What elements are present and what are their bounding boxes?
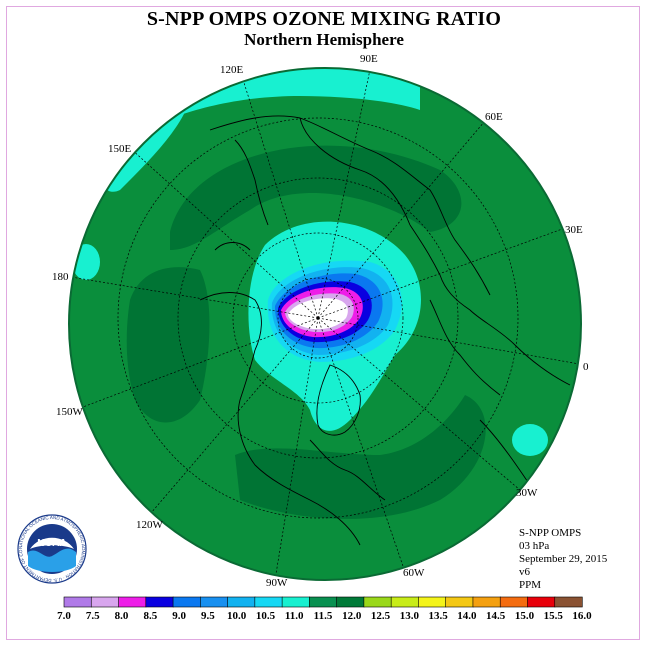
legend-tick-label-10: 12.0 (342, 610, 362, 622)
lon-label-0: 0 (583, 361, 589, 373)
map-subtitle: Northern Hemisphere (244, 30, 404, 49)
legend-tick-labels: 7.0 7.5 8.0 8.5 9.0 9.5 10.0 10.5 11.0 11.5 12.0 12… (57, 610, 592, 622)
legend-swatch-6 (227, 596, 256, 608)
legend-swatch-12 (390, 596, 420, 608)
lon-label-30w: 30W (516, 487, 538, 499)
lon-label-150e: 150E (108, 143, 132, 155)
ozone-high-right (512, 424, 548, 456)
lon-label-60e: 60E (485, 111, 503, 123)
legend-swatch-7 (254, 596, 283, 608)
legend-tick-label-3: 8.5 (143, 610, 157, 622)
legend-tick-label-6: 10.0 (227, 610, 247, 622)
legend-tick-label-0: 7.0 (57, 610, 71, 622)
figure-frame (6, 6, 640, 640)
legend-tick-label-12: 13.0 (400, 610, 420, 622)
legend-swatch-4 (172, 596, 201, 608)
info-level: 03 hPa (519, 540, 550, 552)
legend-tick-label-5: 9.5 (201, 610, 215, 622)
lon-label-90e: 90E (360, 53, 378, 65)
noaa-logo-text: NOAA (37, 538, 66, 549)
legend-swatch-16 (499, 596, 529, 608)
legend-swatch-10 (336, 596, 365, 608)
meridians (69, 68, 581, 580)
legend-swatch-3 (145, 596, 174, 608)
legend-tick-label-14: 14.0 (457, 610, 477, 622)
legend-tick-label-9: 11.5 (314, 610, 333, 622)
info-block: S-NPP OMPS 03 hPa September 29, 2015 v6 … (519, 527, 607, 592)
ozone-band-south (235, 395, 486, 519)
map-title: S-NPP OMPS OZONE MIXING RATIO (146, 8, 502, 30)
legend-tick-label-16: 15.0 (515, 610, 535, 622)
info-instrument: S-NPP OMPS (519, 527, 582, 539)
info-units: PPM (519, 579, 542, 591)
legend-swatch-5 (200, 596, 229, 608)
legend-tick-label-17: 15.5 (544, 610, 564, 622)
legend-swatch-11 (363, 596, 392, 608)
lon-label-120w: 120W (136, 519, 164, 531)
legend-tick-label-15: 14.5 (486, 610, 506, 622)
ozone-band-north (170, 145, 462, 250)
lon-label-150w: 150W (56, 406, 84, 418)
hemisphere-outline (68, 67, 582, 581)
ozone-field (69, 68, 581, 580)
legend-swatch-8 (281, 596, 310, 608)
legend-swatch-14 (445, 596, 474, 608)
lon-label-120e: 120E (220, 64, 244, 76)
ozone-band-west (126, 267, 210, 423)
legend-tick-label-13: 13.5 (428, 610, 448, 622)
ozone-polar-core (288, 298, 348, 330)
legend-swatch-15 (472, 596, 501, 608)
lon-label-90w: 90W (266, 577, 288, 589)
info-date: September 29, 2015 (519, 553, 608, 565)
legend-tick-label-11: 12.5 (371, 610, 391, 622)
legend-swatch-0 (63, 596, 92, 608)
legend-swatch-13 (418, 596, 447, 608)
legend-tick-label-4: 9.0 (172, 610, 186, 622)
legend-colorbar (63, 596, 583, 608)
info-version: v6 (519, 566, 530, 578)
legend-tick-label-8: 11.0 (285, 610, 304, 622)
legend-swatch-9 (309, 596, 338, 608)
latitude-circles (117, 117, 519, 519)
legend-swatch-18 (554, 596, 583, 608)
legend-swatch-17 (527, 596, 556, 608)
lon-label-180: 180 (52, 271, 69, 283)
lon-label-30e: 30E (565, 224, 583, 236)
legend-tick-label-7: 10.5 (256, 610, 276, 622)
legend-tick-label-18: 16.0 (572, 610, 592, 622)
longitude-labels: 90E 120E 60E 150E 30E 180 0 150W 30W 120… (52, 53, 589, 589)
legend-swatch-1 (90, 596, 120, 608)
legend-swatch-2 (118, 596, 147, 608)
legend-tick-label-1: 7.5 (86, 610, 100, 622)
lon-label-60w: 60W (403, 567, 425, 579)
legend-tick-label-2: 8.0 (115, 610, 129, 622)
